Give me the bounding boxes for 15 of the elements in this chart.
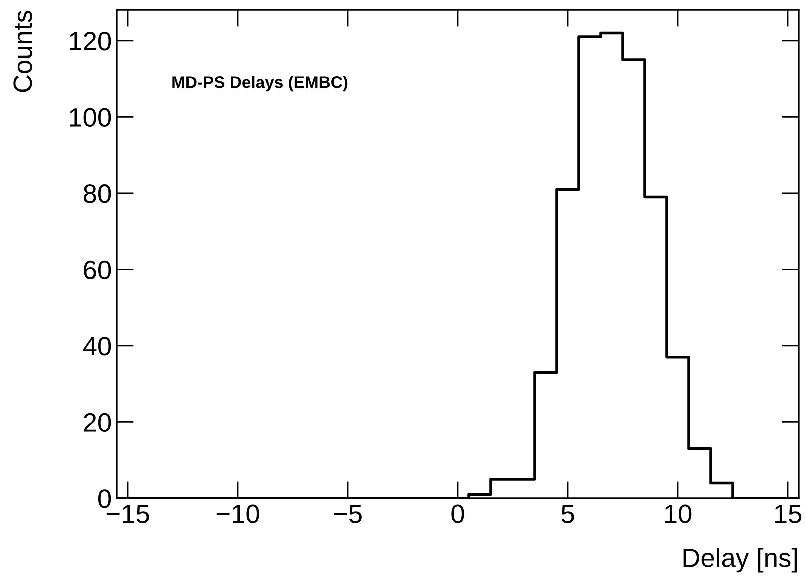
y-tick-label: 120 xyxy=(70,32,112,51)
y-tick-label: 60 xyxy=(84,260,112,280)
y-tick-label: 20 xyxy=(84,413,112,432)
x-tick-label: 5 xyxy=(562,505,574,524)
y-axis-title: Counts xyxy=(14,10,32,92)
x-tick-label: −10 xyxy=(216,504,260,524)
x-tick-label: 10 xyxy=(665,504,692,524)
x-tick-label: 0 xyxy=(452,504,464,524)
annotation: MD-PS Delays (EMBC) xyxy=(172,76,348,92)
x-tick-label: 15 xyxy=(775,505,802,524)
x-tick-label: −5 xyxy=(334,505,362,524)
y-tick-label: 80 xyxy=(84,184,112,204)
x-axis-title: Delay [ns] xyxy=(684,548,798,573)
y-tick-label: 100 xyxy=(70,108,112,127)
y-tick-label: 40 xyxy=(83,337,112,356)
